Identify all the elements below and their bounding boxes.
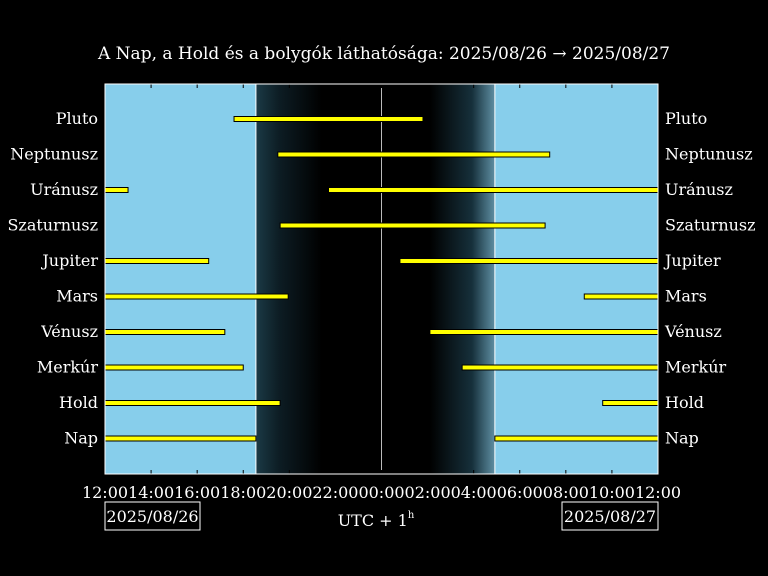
x-tick-label: 04:00 bbox=[451, 483, 497, 502]
visibility-bar-v-nusz-2 bbox=[429, 329, 659, 335]
body-label-right: Vénusz bbox=[664, 322, 722, 341]
body-label-right: Neptunusz bbox=[665, 145, 753, 164]
visibility-bar-hold-2 bbox=[602, 400, 659, 406]
visibility-bar-v-nusz-1 bbox=[104, 329, 226, 335]
x-tick-label: 12:00 bbox=[82, 483, 128, 502]
visibility-bar-merk-r-1 bbox=[104, 364, 244, 371]
date-box-right: 2025/08/27 bbox=[561, 501, 659, 531]
x-tick-label: 22:00 bbox=[312, 483, 358, 502]
x-axis-label-text: UTC + 1 bbox=[338, 511, 408, 530]
body-label-right: Merkúr bbox=[665, 358, 727, 377]
body-labels-right: Pluto Neptunusz Uránusz Szaturnusz Jupiter Ma… bbox=[663, 109, 756, 448]
dawn-twilight bbox=[429, 84, 495, 474]
visibility-bar-nap-2 bbox=[494, 435, 659, 442]
x-tick-label: 02:00 bbox=[405, 483, 451, 502]
body-labels-left: Pluto Neptunusz Uránusz Szaturnusz Jupiter Ma… bbox=[7, 109, 98, 448]
x-tick-label: 00:00 bbox=[358, 483, 404, 502]
body-label-left: Vénusz bbox=[40, 322, 98, 341]
body-label-left: Mars bbox=[56, 287, 98, 306]
body-label-left: Neptunusz bbox=[10, 145, 98, 164]
x-tick-label: 08:00 bbox=[543, 483, 589, 502]
visibility-bar-mars-1 bbox=[104, 293, 289, 300]
date-right-label: 2025/08/27 bbox=[564, 507, 656, 526]
plot-frame bbox=[104, 83, 659, 475]
dusk-twilight bbox=[255, 84, 322, 474]
body-label-left: Pluto bbox=[56, 109, 98, 128]
body-label-left: Merkúr bbox=[37, 358, 99, 377]
body-label-left: Szaturnusz bbox=[7, 216, 98, 235]
visibility-bar-pluto-1 bbox=[233, 116, 424, 122]
visibility-bar-neptunusz-1 bbox=[277, 151, 551, 158]
body-label-right: Pluto bbox=[665, 109, 707, 128]
date-box-left: 2025/08/26 bbox=[104, 501, 201, 531]
visibility-bar-jupiter-1 bbox=[104, 258, 210, 264]
chart-title: A Nap, a Hold és a bolygók láthatósága: … bbox=[97, 44, 670, 64]
visibility-bar-jupiter-2 bbox=[399, 258, 659, 264]
x-axis-label-superscript: h bbox=[408, 510, 415, 521]
body-label-right: Nap bbox=[665, 429, 699, 448]
visibility-bar-merk-r-2 bbox=[461, 364, 659, 371]
x-tick-label: 18:00 bbox=[220, 483, 266, 502]
visibility-bar-mars-2 bbox=[583, 293, 659, 300]
visibility-bar-hold-1 bbox=[104, 400, 281, 406]
visibility-bars bbox=[104, 116, 659, 442]
body-label-right: Jupiter bbox=[663, 251, 721, 270]
plot-background bbox=[105, 84, 658, 474]
visibility-bar-nap-1 bbox=[104, 435, 257, 442]
body-label-left: Hold bbox=[59, 393, 98, 412]
visibility-bar-ur-nusz-2 bbox=[328, 187, 659, 193]
date-left-label: 2025/08/26 bbox=[106, 507, 198, 526]
x-tick-label: 16:00 bbox=[174, 483, 220, 502]
body-label-right: Szaturnusz bbox=[665, 216, 756, 235]
body-label-right: Mars bbox=[665, 287, 707, 306]
x-tick-label: 12:00 bbox=[635, 483, 681, 502]
visibility-bar-ur-nusz-1 bbox=[104, 187, 129, 193]
x-axis-label: UTC + 1h bbox=[338, 510, 415, 530]
body-label-right: Uránusz bbox=[665, 180, 733, 199]
body-label-left: Nap bbox=[64, 429, 98, 448]
x-tick-label: 14:00 bbox=[128, 483, 174, 502]
body-label-right: Hold bbox=[665, 393, 704, 412]
x-tick-label: 20:00 bbox=[266, 483, 312, 502]
x-axis-ticks: 12:00 14:00 16:00 18:00 20:00 22:00 00:00 02:00… bbox=[82, 84, 681, 502]
body-label-left: Jupiter bbox=[40, 251, 98, 270]
body-label-left: Uránusz bbox=[30, 180, 98, 199]
x-tick-label: 06:00 bbox=[497, 483, 543, 502]
visibility-bar-szaturnusz-1 bbox=[279, 222, 546, 229]
x-tick-label: 10:00 bbox=[589, 483, 635, 502]
